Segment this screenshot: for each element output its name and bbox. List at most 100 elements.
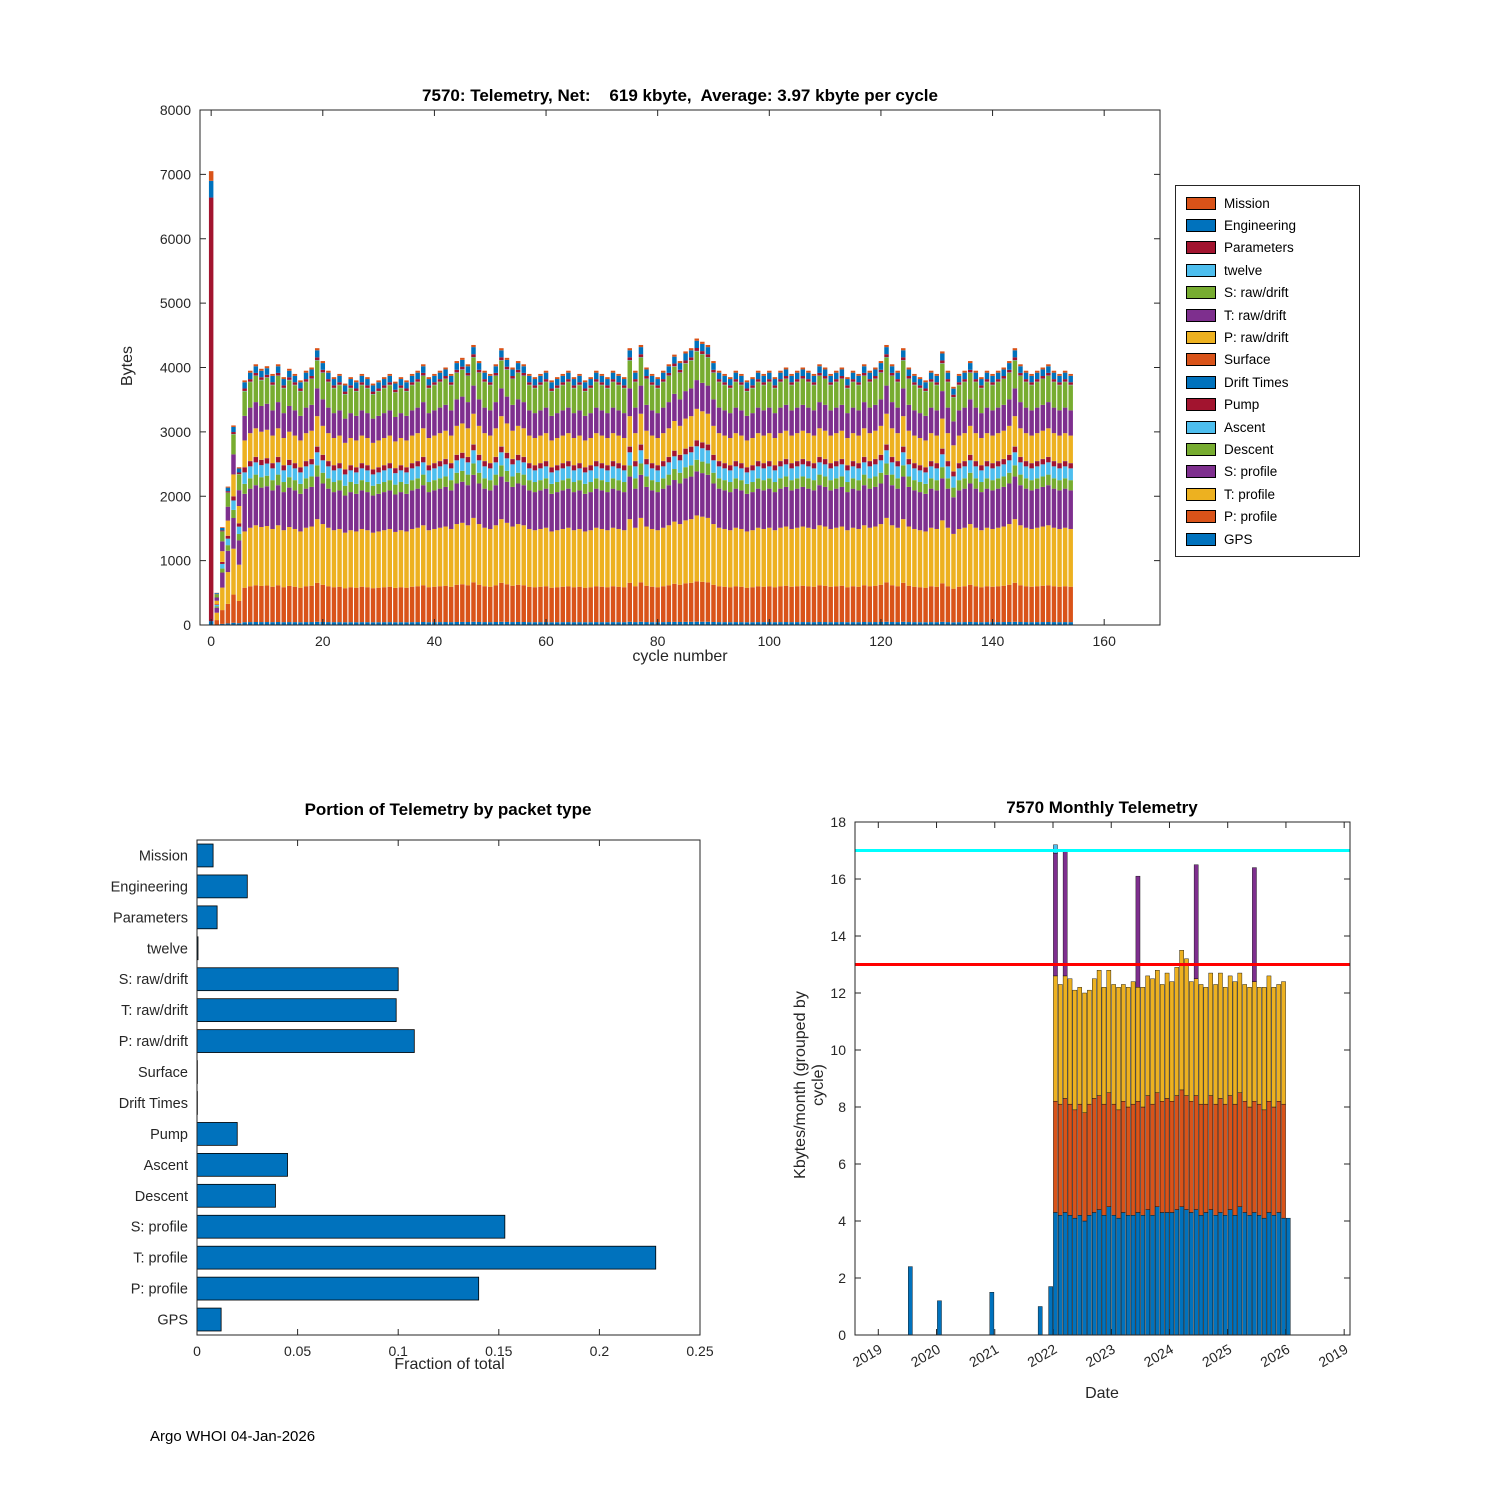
bar-segment [426,388,432,414]
bar-segment [1029,622,1034,625]
bar-segment [320,472,326,484]
bar-segment [956,382,962,385]
axes: 0 20 40 60 80 100 120 140 1600100020003000400050… [160,102,1160,649]
bar-segment [292,382,298,385]
bar-segment [1058,984,1063,1105]
bar-segment [940,391,945,419]
bar-segment [956,375,962,383]
bar [196,1245,657,1270]
bar-segment [700,343,705,352]
bar-segment [1046,402,1051,429]
bar-segment [443,367,448,370]
bar-segment [398,413,404,438]
bar-segment [248,372,253,380]
bar-segment [337,480,342,491]
bar [196,998,397,1023]
bar-segment [1012,621,1018,625]
bar-segment [627,519,632,583]
bar-segment [800,622,806,625]
bar-segment [990,463,995,469]
bar-segment [409,586,415,623]
bar-segment [521,366,526,373]
bar-segment [1208,972,1213,1096]
bar-segment [889,585,895,623]
bar-segment [270,480,275,491]
bar-segment [755,379,761,382]
x-tick-label: 60 [538,633,554,649]
bar-segment [354,587,359,623]
bar-segment [510,379,515,405]
bar-segment [895,379,900,382]
bar-segment [755,372,761,380]
bar-segment [861,364,867,367]
bar-segment [884,621,889,625]
bar-segment [733,466,739,479]
bar-segment [287,431,292,460]
bar-segment [409,490,415,529]
bar-segment [677,584,683,622]
bar-segment [387,528,392,587]
bar-segment [973,586,979,623]
bar-segment [443,622,448,625]
bar-segment [655,470,660,483]
y-tick-label: 14 [830,928,846,944]
bar-segment [906,526,912,586]
bar-segment [532,530,538,588]
bar-segment [772,587,778,623]
bar-segment [292,373,298,376]
bar-segment [694,621,699,625]
bar-segment [610,372,616,380]
bar-segment [532,388,538,414]
bar-segment [432,463,437,469]
bar-segment [945,461,951,467]
bar-segment [1150,978,1155,1105]
bar-segment [884,357,889,386]
bar-segment [1256,1215,1262,1336]
bar-segment [342,495,348,533]
bar-segment [588,482,593,493]
bar-segment [381,377,387,380]
bar-segment [1281,1103,1286,1219]
bar-segment [800,404,806,431]
bar-segment [822,459,828,465]
bar-segment [1223,987,1228,1105]
bar-segment [527,385,532,411]
bar-segment [314,582,320,622]
bar-segment [834,461,839,467]
bar-segment [270,622,275,625]
bar-segment [889,364,895,367]
bar-segment [298,587,303,623]
bar-segment [828,463,833,469]
bar-segment [248,622,253,625]
bar-segment [242,483,247,494]
bar-segment [270,435,275,464]
bar-segment [850,407,856,434]
bar-segment [973,433,979,461]
bar-segment [432,373,437,376]
y-tick-label: 10 [830,1042,846,1058]
cycle-chart-title: 7570: Telemetry, Net: 619 kbyte, Average… [422,86,938,105]
bar-segment [716,407,722,434]
bar-segment [387,490,392,529]
bar-segment [934,373,939,376]
bar-segment [515,524,521,585]
bar-segment [783,464,789,477]
bar-segment [231,500,236,510]
bar-segment [270,490,275,529]
bar-segment [867,370,872,373]
y-tick-label: 16 [830,871,846,887]
bar-segment [538,468,543,481]
bar-segment [951,497,956,534]
bar-segment [314,476,320,520]
bar-segment [1077,1103,1082,1216]
portion-chart-title: Portion of Telemetry by packet type [304,800,592,819]
bar-segment [901,465,906,477]
bar-segment [1023,622,1029,625]
bar-segment [677,361,683,364]
bar-segment [1155,1092,1160,1207]
bar-segment [917,470,923,483]
bar-segment [755,461,761,467]
bar-segment [649,490,655,529]
bar-segment [616,490,621,529]
bar-segment [292,435,298,464]
